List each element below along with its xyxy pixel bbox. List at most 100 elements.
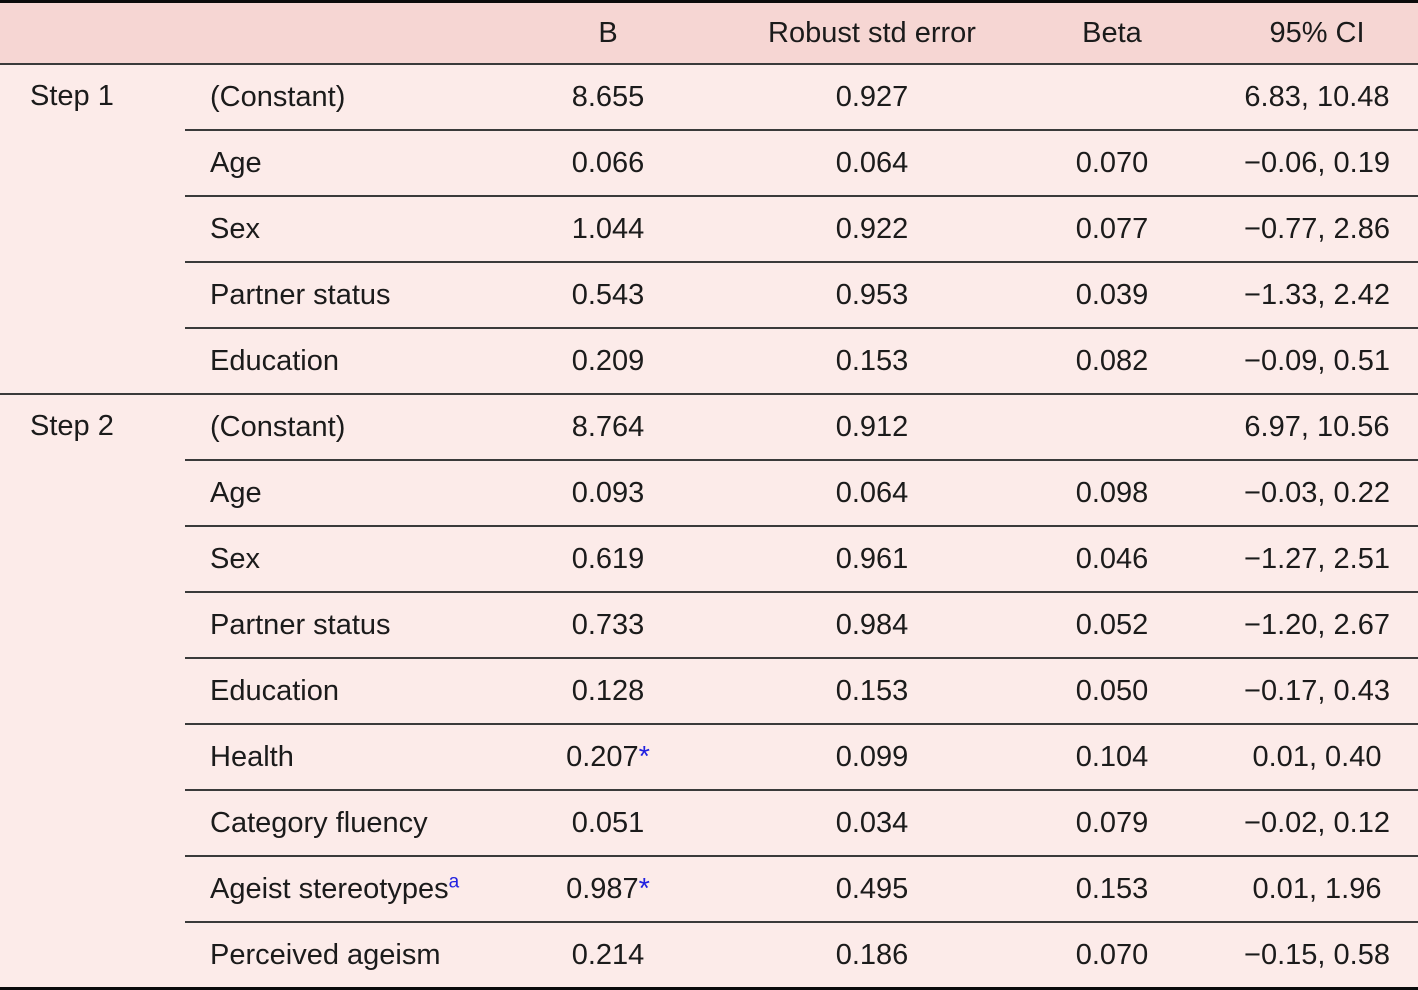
step-label: Step 1 bbox=[30, 80, 114, 112]
beta-cell: 0.104 bbox=[1008, 723, 1216, 790]
variable-cell: Age bbox=[185, 129, 480, 196]
variable-cell: Partner status bbox=[185, 591, 480, 658]
variable-label: Sex bbox=[210, 542, 260, 575]
robust-se-cell: 0.984 bbox=[736, 591, 1008, 658]
b-cell: 1.044 bbox=[480, 195, 736, 262]
variable-label: Partner status bbox=[210, 608, 391, 641]
robust-se-cell: 0.961 bbox=[736, 525, 1008, 592]
table-row: Age 0.066 0.064 0.070 −0.06, 0.19 bbox=[0, 129, 1418, 196]
variable-label: Ageist stereotypes bbox=[210, 872, 449, 905]
table-body: Step 1 (Constant) 8.655 0.927 6.83, 10.4… bbox=[0, 64, 1418, 989]
b-cell: 0.214 bbox=[480, 921, 736, 989]
ci-cell: −0.15, 0.58 bbox=[1216, 921, 1418, 989]
variable-cell: Age bbox=[185, 459, 480, 526]
table-row: Sex 0.619 0.961 0.046 −1.27, 2.51 bbox=[0, 525, 1418, 592]
robust-se-cell: 0.034 bbox=[736, 789, 1008, 856]
b-cell: 0.207* bbox=[480, 723, 736, 790]
column-header-95ci: 95% CI bbox=[1216, 1, 1418, 65]
column-header-variable bbox=[185, 1, 480, 65]
b-value: 0.987 bbox=[566, 872, 639, 905]
table-row: Education 0.128 0.153 0.050 −0.17, 0.43 bbox=[0, 657, 1418, 724]
variable-cell: Education bbox=[185, 327, 480, 394]
robust-se-cell: 0.064 bbox=[736, 129, 1008, 196]
table-header: B Robust std error Beta 95% CI bbox=[0, 1, 1418, 65]
ci-cell: 6.83, 10.48 bbox=[1244, 80, 1390, 113]
variable-label: Perceived ageism bbox=[210, 938, 441, 971]
b-cell: 0.051 bbox=[480, 789, 736, 856]
robust-se-cell: 0.099 bbox=[736, 723, 1008, 790]
b-cell: 0.733 bbox=[480, 591, 736, 658]
beta-cell: 0.082 bbox=[1008, 327, 1216, 394]
ci-cell: −0.03, 0.22 bbox=[1216, 459, 1418, 526]
variable-label: Education bbox=[210, 344, 339, 377]
robust-se-cell: 0.953 bbox=[736, 261, 1008, 328]
ci-cell: −1.20, 2.67 bbox=[1216, 591, 1418, 658]
variable-label: Age bbox=[210, 146, 262, 179]
b-cell: 0.209 bbox=[480, 327, 736, 394]
variable-cell: Sex bbox=[185, 525, 480, 592]
table-row: Perceived ageism 0.214 0.186 0.070 −0.15… bbox=[0, 921, 1418, 989]
b-cell: 0.619 bbox=[480, 525, 736, 592]
b-cell: 0.066 bbox=[480, 129, 736, 196]
ci-cell: −0.09, 0.51 bbox=[1216, 327, 1418, 394]
ci-cell: 6.97, 10.56 bbox=[1216, 393, 1418, 460]
table-row: Education 0.209 0.153 0.082 −0.09, 0.51 bbox=[0, 327, 1418, 394]
table-row: Step 1 (Constant) 8.655 0.927 6.83, 10.4… bbox=[0, 64, 1418, 130]
variable-cell: Perceived ageism bbox=[185, 921, 480, 989]
variable-label: Health bbox=[210, 740, 294, 773]
beta-cell: 0.070 bbox=[1008, 129, 1216, 196]
variable-cell: Sex bbox=[185, 195, 480, 262]
b-cell: 8.655 bbox=[571, 80, 645, 113]
robust-se-cell: 0.153 bbox=[736, 657, 1008, 724]
variable-label: Partner status bbox=[210, 278, 391, 311]
ci-cell: −0.77, 2.86 bbox=[1216, 195, 1418, 262]
variable-cell: (Constant) bbox=[185, 64, 480, 130]
variable-cell: Ageist stereotypesa bbox=[185, 855, 480, 922]
ci-cell: −0.17, 0.43 bbox=[1216, 657, 1418, 724]
variable-cell: Partner status bbox=[185, 261, 480, 328]
column-header-step bbox=[0, 1, 185, 65]
b-cell: 0.543 bbox=[480, 261, 736, 328]
variable-label: Category fluency bbox=[210, 806, 428, 839]
beta-cell: 0.077 bbox=[1008, 195, 1216, 262]
beta-cell bbox=[1008, 64, 1216, 130]
beta-cell: 0.050 bbox=[1008, 657, 1216, 724]
significance-asterisk: * bbox=[638, 740, 650, 773]
b-cell: 0.128 bbox=[480, 657, 736, 724]
table-row: Partner status 0.543 0.953 0.039 −1.33, … bbox=[0, 261, 1418, 328]
robust-se-cell: 0.922 bbox=[736, 195, 1008, 262]
table-row: Sex 1.044 0.922 0.077 −0.77, 2.86 bbox=[0, 195, 1418, 262]
variable-label: Education bbox=[210, 674, 339, 707]
b-cell: 8.764 bbox=[480, 393, 736, 460]
variable-label: (Constant) bbox=[210, 410, 346, 443]
ci-cell: 0.01, 0.40 bbox=[1216, 723, 1418, 790]
column-header-b: B bbox=[480, 1, 736, 65]
column-header-robust-std-error: Robust std error bbox=[736, 1, 1008, 65]
table-row: Ageist stereotypesa 0.987* 0.495 0.153 0… bbox=[0, 855, 1418, 922]
b-value: 0.207 bbox=[566, 740, 639, 773]
beta-cell: 0.046 bbox=[1008, 525, 1216, 592]
variable-label: (Constant) bbox=[210, 80, 346, 113]
table-row: Health 0.207* 0.099 0.104 0.01, 0.40 bbox=[0, 723, 1418, 790]
variable-cell: Category fluency bbox=[185, 789, 480, 856]
table-row: Age 0.093 0.064 0.098 −0.03, 0.22 bbox=[0, 459, 1418, 526]
table-row: Partner status 0.733 0.984 0.052 −1.20, … bbox=[0, 591, 1418, 658]
variable-cell: Education bbox=[185, 657, 480, 724]
variable-label: Age bbox=[210, 476, 262, 509]
beta-cell: 0.079 bbox=[1008, 789, 1216, 856]
beta-cell: 0.098 bbox=[1008, 459, 1216, 526]
step-label: Step 2 bbox=[0, 393, 185, 989]
b-cell: 0.987* bbox=[480, 855, 736, 922]
robust-se-cell: 0.153 bbox=[736, 327, 1008, 394]
robust-se-cell: 0.912 bbox=[736, 393, 1008, 460]
beta-cell: 0.070 bbox=[1008, 921, 1216, 989]
variable-cell: Health bbox=[185, 723, 480, 790]
beta-cell: 0.153 bbox=[1008, 855, 1216, 922]
ci-cell: −1.33, 2.42 bbox=[1216, 261, 1418, 328]
robust-se-cell: 0.495 bbox=[736, 855, 1008, 922]
footnote-marker-a: a bbox=[448, 870, 460, 892]
variable-label: Sex bbox=[210, 212, 260, 245]
robust-se-cell: 0.927 bbox=[835, 80, 909, 113]
column-header-beta: Beta bbox=[1008, 1, 1216, 65]
